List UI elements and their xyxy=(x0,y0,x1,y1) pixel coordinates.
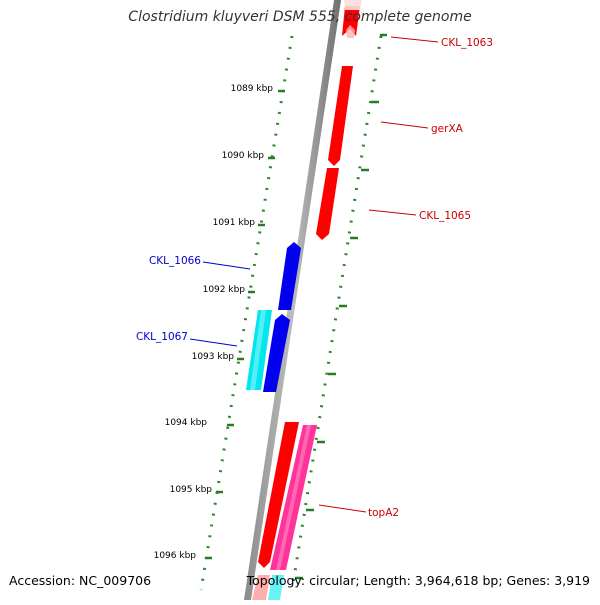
ruler-tick: 1090 kbp xyxy=(222,151,275,161)
ruler-tick: 1095 kbp xyxy=(170,485,223,495)
gene-unlabeled-cyan[interactable] xyxy=(268,575,284,600)
ruler-kbp: 1089 kbp 1090 kbp 1091 kbp 1092 kbp 1093… xyxy=(154,84,285,561)
gene-unlabeled-blue[interactable] xyxy=(263,314,290,392)
leader-topa2 xyxy=(318,504,367,513)
gene-unlabeled-red-faded xyxy=(252,575,270,600)
topology-text: Topology: circular; Length: 3,964,618 bp… xyxy=(246,573,590,588)
gene-gerxa[interactable] xyxy=(328,66,353,166)
gene-label-ckl-1067[interactable]: CKL_1067 xyxy=(136,331,188,343)
ruler-label: 1096 kbp xyxy=(154,551,197,561)
right-ruler-ticks xyxy=(295,33,387,580)
ruler-label: 1094 kbp xyxy=(165,418,208,428)
ruler-label: 1091 kbp xyxy=(213,218,256,228)
gene-label-ckl-1063[interactable]: CKL_1063 xyxy=(441,37,493,49)
map-title: Clostridium kluyveri DSM 555, complete g… xyxy=(128,9,472,25)
ruler-tick: 1092 kbp xyxy=(203,285,255,295)
gene-label-ckl-1066[interactable]: CKL_1066 xyxy=(149,255,201,267)
ruler-label: 1089 kbp xyxy=(231,84,274,94)
gene-ckl-1063[interactable] xyxy=(342,0,362,38)
leader-ckl-1067 xyxy=(189,338,238,347)
ruler-tick: 1094 kbp xyxy=(165,418,234,428)
gene-label-ckl-1065[interactable]: CKL_1065 xyxy=(419,210,471,222)
ruler-tick: 1089 kbp xyxy=(231,84,285,94)
gene-ckl-1066[interactable] xyxy=(278,242,301,310)
gene-ckl-1065[interactable] xyxy=(316,168,339,240)
gene-label-gerxa[interactable]: gerXA xyxy=(431,123,464,135)
leader-ckl-1066 xyxy=(202,261,251,270)
ruler-tick: 1093 kbp xyxy=(192,352,244,362)
ruler-tick: 1096 kbp xyxy=(154,551,212,561)
accession-text: Accession: NC_009706 xyxy=(9,573,152,588)
ruler-label: 1090 kbp xyxy=(222,151,265,161)
gene-label-topa2[interactable]: topA2 xyxy=(368,507,399,519)
leader-ckl-1065 xyxy=(368,209,417,216)
ruler-label: 1093 kbp xyxy=(192,352,235,362)
gene-ckl-1067-highlight xyxy=(250,310,266,390)
ruler-label: 1092 kbp xyxy=(203,285,246,295)
gene-topa2-highlight xyxy=(276,425,311,570)
ruler-label: 1095 kbp xyxy=(170,485,213,495)
gene-unlabeled-red[interactable] xyxy=(258,422,299,568)
leader-gerxa xyxy=(380,121,429,129)
leader-ckl-1063 xyxy=(390,36,439,43)
ruler-tick: 1091 kbp xyxy=(213,218,265,228)
